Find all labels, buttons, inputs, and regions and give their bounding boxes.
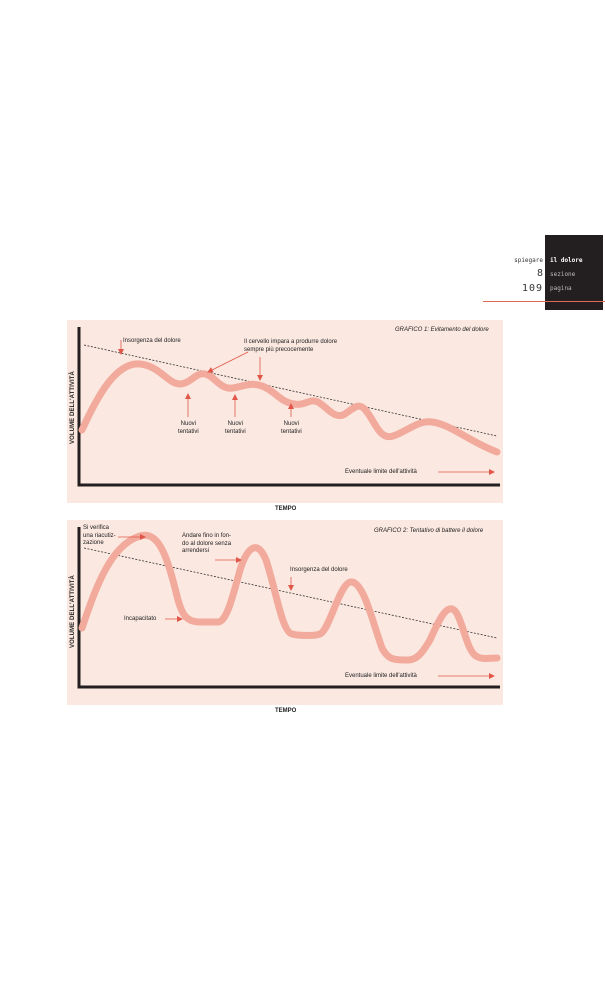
chart2-trend-line — [83, 547, 498, 639]
chart1-label-tentativi-3: Nuovi tentativi — [281, 421, 302, 435]
chart1-trend-line — [83, 344, 498, 437]
chart1-x-axis-label: TEMPO — [275, 506, 297, 512]
chart1-arrow-cervello-1 — [207, 351, 249, 373]
chart2-label-insorgenza: Insorgenza del dolore — [290, 567, 348, 573]
chart1-label-cervello: Il cervello impara a produrre dolore sem… — [244, 339, 338, 353]
chart2-y-axis-label: VOLUME DELL'ATTIVITÀ — [70, 575, 76, 648]
chart2-x-axis-label: TEMPO — [275, 708, 297, 714]
chart1-title: GRAFICO 1: Evitamento del dolore — [395, 327, 489, 333]
chart1-label-tentativi-2: Nuovi tentativi — [225, 421, 246, 435]
chart2-label-andare: Andare fino in fon- do al dolore senza a… — [182, 533, 232, 554]
chart2-label-incapacitato: Incapacitato — [124, 616, 157, 622]
header-rule — [483, 301, 605, 302]
chart1-label-limite: Eventuale limite dell'attività — [345, 469, 417, 475]
chart1-background — [67, 320, 503, 503]
chart2-activity-curve — [78, 531, 501, 664]
header-box: il dolore sezione pagina — [545, 235, 603, 310]
chart2-title: GRAFICO 2: Tentativo di battere il dolor… — [374, 528, 484, 534]
chart2-axes — [77, 527, 500, 689]
section-label: sezione — [550, 271, 576, 278]
section-number: 8 — [536, 268, 543, 279]
chart2-background — [67, 520, 503, 705]
header-word-il-dolore: il dolore — [550, 257, 583, 264]
chart1-axes — [77, 327, 500, 487]
chart2-label-limite: Eventuale limite dell'attività — [345, 673, 417, 679]
page-number: 109 — [521, 283, 543, 294]
header-word-spiegare: spiegare — [514, 257, 543, 264]
chart2-label-riacutizzazione: Si verifica una riacutiz- zazione — [83, 525, 116, 546]
chart1-label-tentativi-1: Nuovi tentativi — [178, 421, 199, 435]
page-label: pagina — [550, 285, 572, 292]
chart1-label-insorgenza: Insorgenza del dolore — [123, 338, 181, 344]
